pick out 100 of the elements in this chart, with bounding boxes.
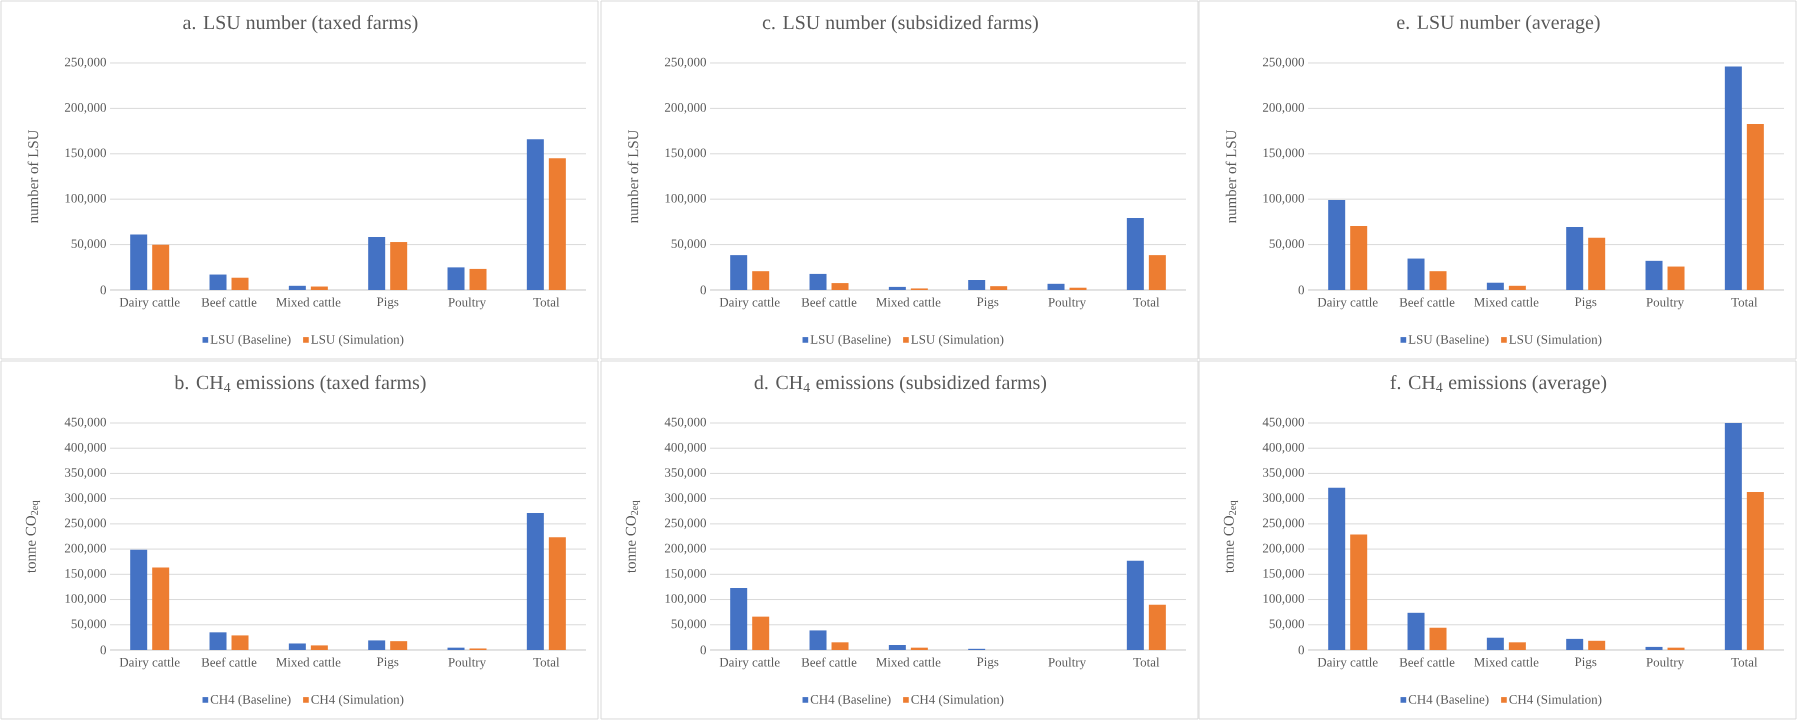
bar <box>469 268 487 290</box>
y-tick-label: 150,000 <box>65 569 106 580</box>
bar <box>288 643 306 650</box>
y-tick-label: 200,000 <box>664 103 707 114</box>
x-tick-label: Mixed cattle <box>1474 657 1539 667</box>
bar <box>1508 285 1526 290</box>
y-axis-title: tonne CO$_{2eq}$ <box>25 500 41 573</box>
y-tick-label: 0 <box>700 645 707 655</box>
x-tick-label: Dairy cattle <box>1317 657 1378 670</box>
bar <box>1486 637 1504 650</box>
bar <box>1407 258 1425 290</box>
y-tick-label: 300,000 <box>665 493 707 504</box>
x-tick-label: Pigs <box>376 297 399 309</box>
bar <box>1566 638 1584 650</box>
bar <box>1645 646 1663 650</box>
bar <box>152 567 170 650</box>
bar <box>1588 237 1606 290</box>
y-tick-label: 100,000 <box>665 193 707 205</box>
bar <box>1724 66 1742 290</box>
bar <box>1508 642 1526 650</box>
y-axis-title: tonne CO$_{2eq}$ <box>625 500 641 573</box>
x-tick-label: Poultry <box>448 657 487 670</box>
y-tick-label: 0 <box>700 285 707 295</box>
x-tick-label: Poultry <box>1048 657 1087 670</box>
x-tick-label: Dairy cattle <box>719 297 780 310</box>
bar <box>831 283 849 290</box>
bar <box>209 274 227 290</box>
y-tick-label: 0 <box>1298 285 1305 295</box>
x-tick-label: Beef cattle <box>801 657 857 667</box>
bar <box>526 139 544 290</box>
y-tick-label: 100,000 <box>1263 594 1305 605</box>
x-tick-label: Dairy cattle <box>1317 297 1378 310</box>
bar <box>1407 612 1425 650</box>
legend-label: LSU (Baseline) <box>210 334 291 347</box>
bar <box>1486 282 1504 290</box>
x-tick-label: Pigs <box>376 657 399 669</box>
x-tick-label: Pigs <box>976 297 999 309</box>
x-tick-label: Beef cattle <box>201 657 257 667</box>
x-tick-label: Mixed cattle <box>276 657 341 667</box>
y-tick-label: 250,000 <box>1262 518 1305 530</box>
x-tick-label: Pigs <box>976 657 999 669</box>
bar <box>1667 266 1685 290</box>
bar <box>548 537 566 650</box>
bar <box>209 632 227 650</box>
y-tick-label: 50,000 <box>1269 619 1305 631</box>
y-tick-label: 350,000 <box>65 468 106 479</box>
y-tick-label: 300,000 <box>1263 493 1305 504</box>
bar <box>1724 422 1742 650</box>
x-tick-label: Beef cattle <box>1399 297 1455 307</box>
legend-label: CH4 (Simulation) <box>1509 694 1602 707</box>
bar <box>130 234 148 290</box>
bar <box>548 158 566 290</box>
x-tick-label: Mixed cattle <box>876 657 941 667</box>
y-axis-title: tonne CO$_{2eq}$ <box>1223 500 1239 573</box>
y-axis-title: number of LSU <box>627 129 639 224</box>
x-tick-label: Dairy cattle <box>119 657 180 670</box>
bar <box>390 641 408 650</box>
bar <box>130 549 148 650</box>
y-tick-label: 450,000 <box>64 417 106 429</box>
legend-label: CH4 (Baseline) <box>810 694 891 707</box>
y-tick-label: 150,000 <box>665 569 707 580</box>
bar <box>888 644 906 650</box>
bar <box>390 242 408 290</box>
y-tick-label: 200,000 <box>1262 103 1305 114</box>
bar <box>730 587 748 650</box>
y-tick-label: 300,000 <box>65 493 106 504</box>
legend-label: LSU (Simulation) <box>1509 334 1602 347</box>
bar <box>1126 217 1144 290</box>
x-tick-label: Total <box>533 297 560 307</box>
y-tick-label: 250,000 <box>664 57 707 69</box>
y-tick-label: 100,000 <box>65 594 106 605</box>
y-tick-label: 0 <box>100 645 106 655</box>
x-tick-label: Dairy cattle <box>719 657 780 670</box>
bar <box>1645 260 1663 290</box>
legend-label: LSU (Baseline) <box>810 334 891 347</box>
x-tick-label: Total <box>1133 297 1160 307</box>
bar <box>1429 271 1447 290</box>
y-tick-label: 250,000 <box>64 518 106 530</box>
x-tick-label: Total <box>1133 657 1160 667</box>
bar <box>990 286 1008 290</box>
y-tick-label: 100,000 <box>1263 193 1305 205</box>
bar <box>831 642 849 650</box>
x-tick-label: Poultry <box>1646 297 1685 310</box>
y-tick-label: 50,000 <box>71 239 106 250</box>
legend-label: CH4 (Simulation) <box>911 694 1004 707</box>
x-tick-label: Poultry <box>1048 297 1087 310</box>
bar <box>1148 604 1166 650</box>
y-tick-label: 150,000 <box>1263 148 1305 160</box>
chart-title: a. LSU number (taxed farms) <box>183 14 418 34</box>
x-tick-label: Total <box>1731 657 1758 667</box>
legend-label: LSU (Baseline) <box>1408 334 1489 347</box>
bar <box>809 630 827 650</box>
y-tick-label: 350,000 <box>1263 468 1305 479</box>
bar <box>1126 560 1144 650</box>
bar <box>1588 640 1606 650</box>
bar <box>1328 487 1346 650</box>
y-tick-label: 100,000 <box>665 594 707 605</box>
y-tick-label: 400,000 <box>1262 442 1305 454</box>
bar <box>368 640 386 650</box>
x-tick-label: Total <box>1731 297 1758 307</box>
